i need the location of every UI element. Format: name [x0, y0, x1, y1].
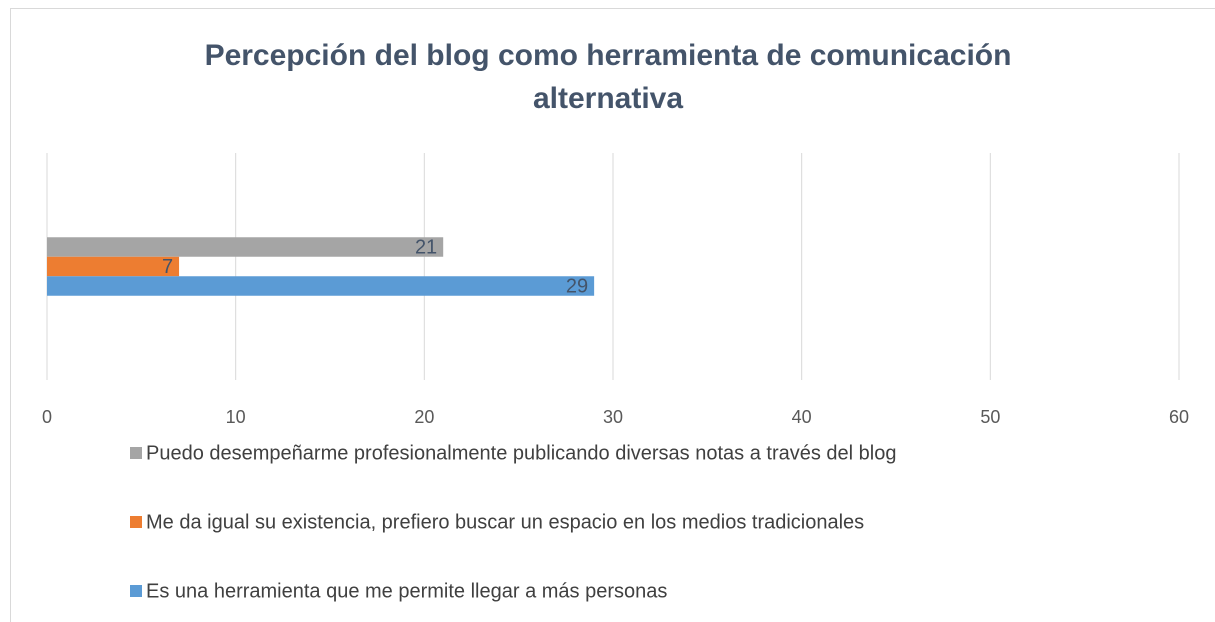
- data-label: 21: [415, 236, 437, 258]
- x-tick-label: 60: [1169, 407, 1189, 427]
- bar: [47, 237, 444, 257]
- data-label: 29: [566, 275, 588, 297]
- chart-title: Percepción del blog como herramienta de …: [204, 39, 1012, 115]
- x-tick-label: 10: [226, 407, 246, 427]
- legend-label: Me da igual su existencia, prefiero busc…: [146, 511, 864, 533]
- x-tick-label: 0: [42, 407, 52, 427]
- bar: [47, 256, 180, 277]
- x-tick-label: 30: [603, 407, 623, 427]
- legend-swatch: [130, 585, 142, 597]
- x-tick-label: 40: [792, 407, 812, 427]
- x-tick-label: 20: [414, 407, 434, 427]
- legend-label: Puedo desempeñarme profesionalmente publ…: [146, 442, 896, 464]
- legend-swatch: [130, 516, 142, 528]
- data-label: 7: [162, 256, 173, 278]
- x-tick-label: 50: [980, 407, 1000, 427]
- bar: [47, 276, 595, 296]
- legend-swatch: [130, 447, 142, 459]
- chart-frame: [10, 8, 1215, 622]
- legend-label: Es una herramienta que me permite llegar…: [146, 580, 667, 602]
